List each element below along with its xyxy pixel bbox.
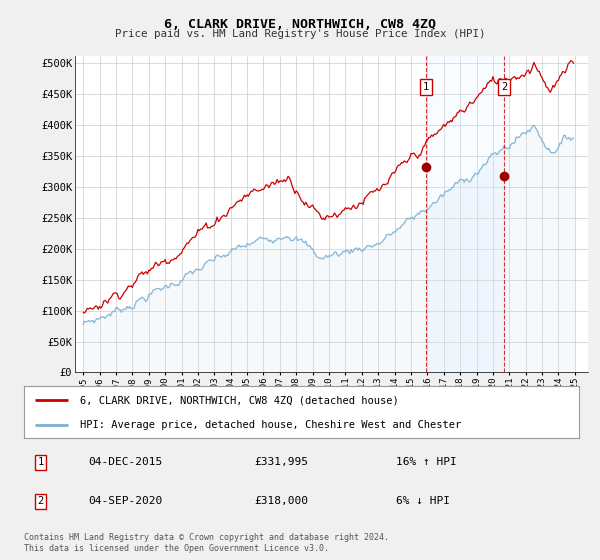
- Text: 04-DEC-2015: 04-DEC-2015: [88, 458, 162, 467]
- Text: £318,000: £318,000: [254, 497, 308, 506]
- Text: 2: 2: [501, 82, 507, 92]
- Text: 16% ↑ HPI: 16% ↑ HPI: [396, 458, 457, 467]
- Text: 6% ↓ HPI: 6% ↓ HPI: [396, 497, 450, 506]
- Text: £331,995: £331,995: [254, 458, 308, 467]
- Text: Price paid vs. HM Land Registry's House Price Index (HPI): Price paid vs. HM Land Registry's House …: [115, 29, 485, 39]
- Text: 04-SEP-2020: 04-SEP-2020: [88, 497, 162, 506]
- Text: 1: 1: [38, 458, 44, 467]
- Text: 2: 2: [38, 497, 44, 506]
- Text: 6, CLARK DRIVE, NORTHWICH, CW8 4ZQ (detached house): 6, CLARK DRIVE, NORTHWICH, CW8 4ZQ (deta…: [79, 395, 398, 405]
- Text: 1: 1: [423, 82, 429, 92]
- Text: HPI: Average price, detached house, Cheshire West and Chester: HPI: Average price, detached house, Ches…: [79, 420, 461, 430]
- Text: Contains HM Land Registry data © Crown copyright and database right 2024.
This d: Contains HM Land Registry data © Crown c…: [24, 533, 389, 553]
- Text: 6, CLARK DRIVE, NORTHWICH, CW8 4ZQ: 6, CLARK DRIVE, NORTHWICH, CW8 4ZQ: [164, 18, 436, 31]
- Bar: [426, 56, 504, 372]
